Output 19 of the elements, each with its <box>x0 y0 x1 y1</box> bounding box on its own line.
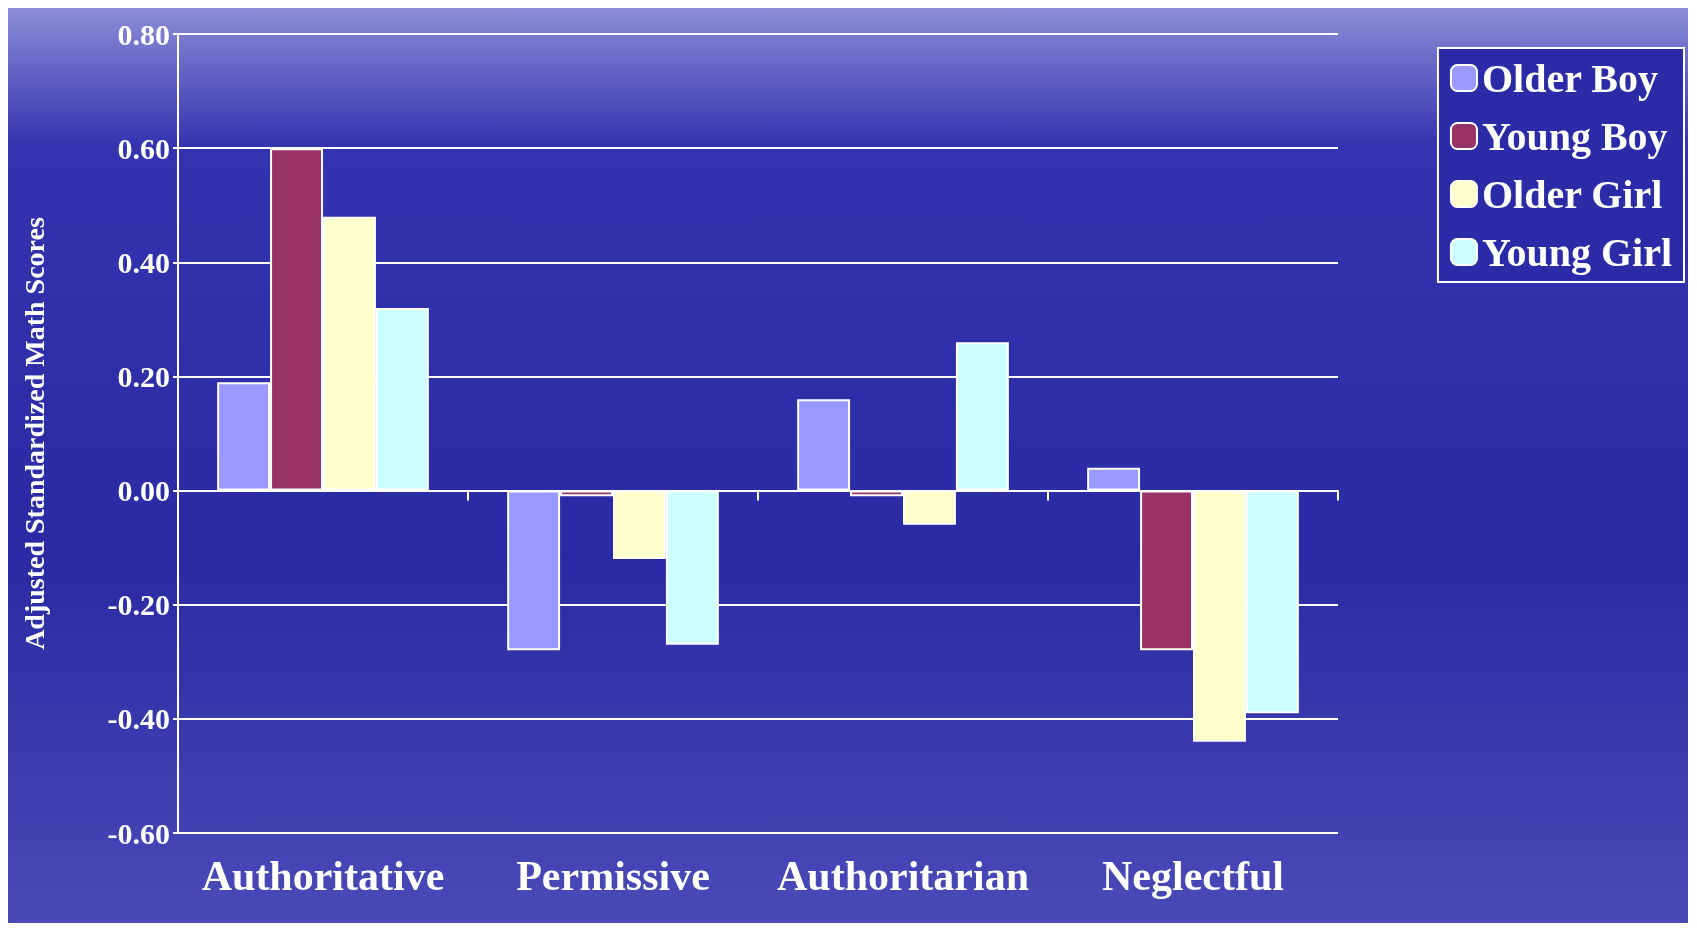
legend-label: Young Girl <box>1481 229 1673 275</box>
y-tick-label: -0.40 <box>107 702 170 736</box>
y-tick-label: 0.80 <box>117 17 170 51</box>
legend-label: Young Boy <box>1481 113 1668 159</box>
y-tick-label: 0.20 <box>117 359 170 393</box>
y-tick-label: -0.20 <box>107 588 170 622</box>
y-axis-title: Adjusted Standardized Math Scores <box>18 217 50 650</box>
bar <box>797 399 851 491</box>
y-tick-label: 0.40 <box>117 245 170 279</box>
x-tick-label: Authoritative <box>201 853 445 899</box>
x-tick-label: Permissive <box>516 853 710 899</box>
legend-label: Older Boy <box>1481 55 1658 101</box>
x-tick-label: Neglectful <box>1102 853 1284 899</box>
bar <box>1087 467 1141 491</box>
x-tick-label: Authoritarian <box>777 853 1029 899</box>
y-tick-label: -0.60 <box>107 816 170 850</box>
y-tick-label: 0.00 <box>117 474 170 508</box>
legend-label: Older Girl <box>1481 171 1663 217</box>
y-tick-label: 0.60 <box>117 131 170 165</box>
